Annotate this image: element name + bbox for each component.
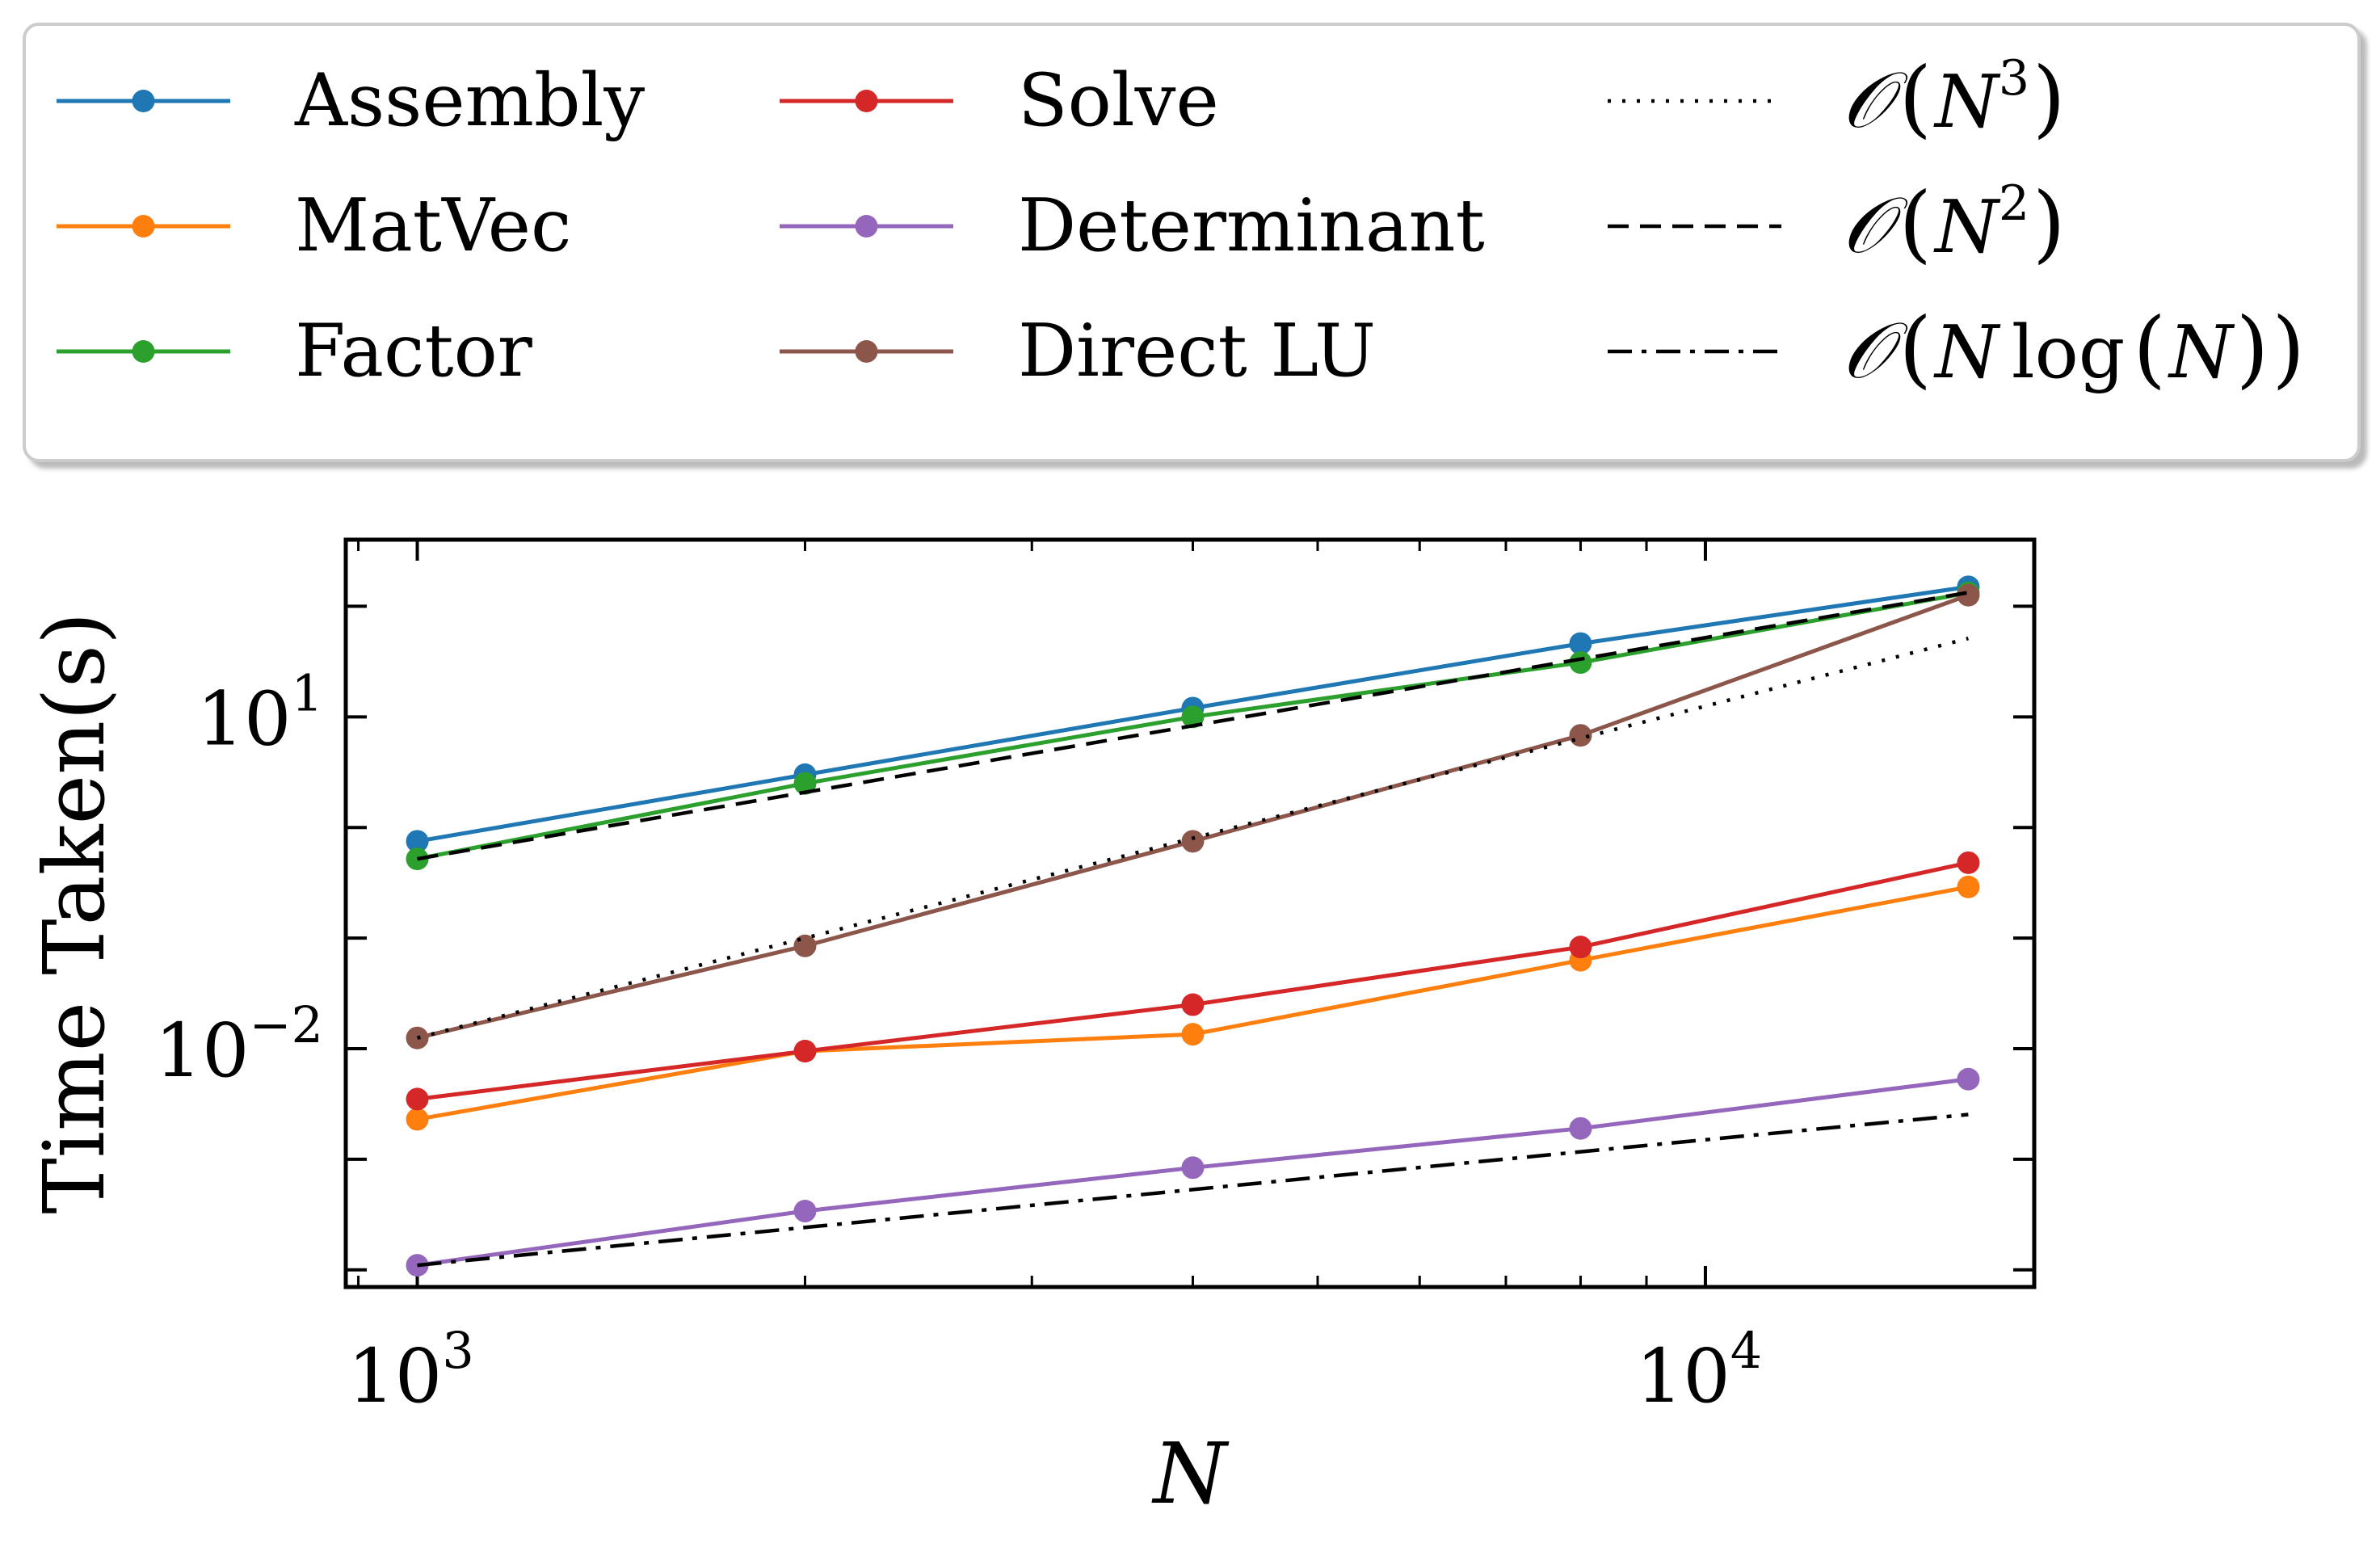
data-point-factor [1569,651,1592,675]
data-point-assembly [1569,632,1592,655]
legend-label: 𝒪(N3) [1842,48,2066,147]
series-line-n-log-n [417,1112,1969,1268]
series-solve [406,851,1980,1111]
legend-entry-matvec: MatVec [57,183,571,268]
legend-marker [855,340,878,363]
y-tick-label: 101 [196,663,323,762]
data-point-factor [793,772,817,795]
legend-label: Assembly [294,58,645,143]
legend: Assembly MatVec Factor Solve Determinant Dire… [23,23,2361,462]
y-axis-label: Time Taken(s) [25,612,124,1213]
series-line-n [417,591,1969,861]
data-point-solve [1569,936,1592,959]
data-point-factor [1181,705,1205,729]
legend-entry-direct-lu: Direct LU [780,309,1376,393]
series-n [417,591,1969,861]
series-line-n [416,637,1969,1040]
legend-entry-assembly: Assembly [57,58,645,143]
legend-label: MatVec [295,183,571,268]
legend-label: Direct LU [1018,309,1376,393]
series-determinant [406,1067,1980,1277]
legend-label: Factor [295,309,533,393]
data-point-direct-lu [793,934,817,957]
legend-marker [855,215,878,238]
data-point-matvec [1957,875,1980,898]
data-point-direct-lu [1957,583,1980,607]
data-point-direct-lu [1181,830,1205,853]
data-point-solve [406,1087,429,1111]
x-axis-label: N [1151,1424,1230,1523]
legend-label: 𝒪(N log(N)) [1842,299,2305,397]
y-tick-label: 10−2 [155,995,323,1094]
legend-entry-factor: Factor [57,309,533,393]
legend-marker [132,340,155,363]
data-point-determinant [1957,1067,1980,1091]
legend-label: Determinant [1018,183,1485,268]
data-point-matvec [406,1108,429,1131]
data-point-determinant [793,1200,817,1223]
data-point-determinant [1569,1117,1592,1140]
data-point-assembly [406,830,429,853]
legend-marker [132,90,155,112]
legend-entry-n: 𝒪(N2) [1608,174,2066,272]
legend-label: 𝒪(N2) [1842,174,2066,272]
series-n-log-n [417,1112,1969,1268]
data-point-matvec [1181,1023,1205,1046]
plot-area [343,537,2037,1289]
legend-marker [132,215,155,238]
legend-entry-solve: Solve [780,58,1219,143]
legend-entry-determinant: Determinant [780,183,1485,268]
x-tick-label: 104 [1636,1321,1763,1420]
series-n [416,637,1969,1040]
legend-label: Solve [1018,58,1219,143]
data-point-solve [1957,851,1980,874]
x-tick-label: 103 [347,1321,474,1420]
data-point-solve [1181,993,1205,1016]
data-point-solve [793,1040,817,1063]
legend-marker [855,90,878,112]
data-point-determinant [1181,1156,1205,1180]
